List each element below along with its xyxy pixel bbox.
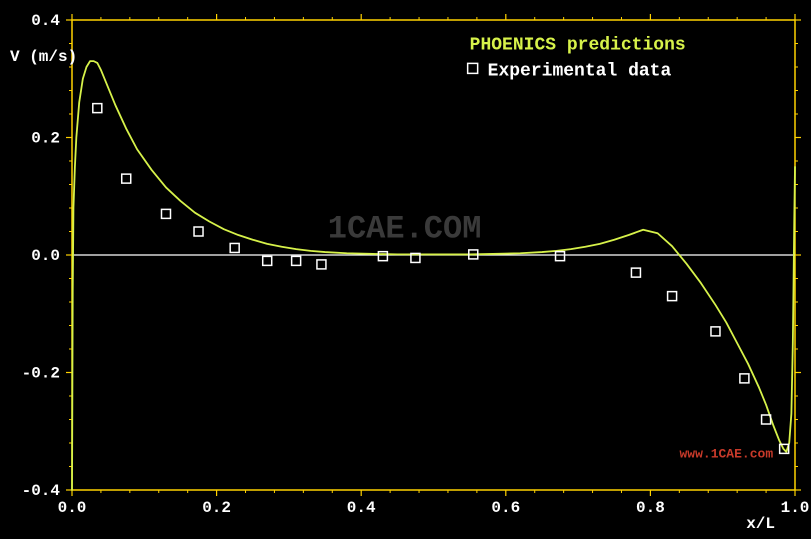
y-tick-label: -0.2 xyxy=(22,365,60,383)
y-tick-label: 0.0 xyxy=(31,247,60,265)
x-tick-label: 1.0 xyxy=(781,499,810,517)
watermark-url: www.1CAE.com xyxy=(680,447,774,462)
x-tick-label: 0.2 xyxy=(202,499,231,517)
x-axis-label: x/L xyxy=(746,515,775,533)
watermark-text: 1CAE.COM xyxy=(328,210,482,247)
y-axis-label: V (m/s) xyxy=(10,48,77,66)
x-tick-label: 0.6 xyxy=(491,499,520,517)
y-tick-label: -0.4 xyxy=(22,482,61,500)
chart-container: 1CAE.COM 0.0 0.2 0.4 0.6 0.8 1.0 x/L -0.4 -0.2 0.0… xyxy=(0,0,811,539)
legend-line-label: PHOENICS predictions xyxy=(470,35,686,55)
legend-marker-label: Experimental data xyxy=(488,61,672,81)
x-tick-label: 0.0 xyxy=(58,499,87,517)
x-tick-label: 0.4 xyxy=(347,499,376,517)
x-tick-label: 0.8 xyxy=(636,499,665,517)
y-tick-label: 0.2 xyxy=(31,130,60,148)
y-tick-label: 0.4 xyxy=(31,12,60,30)
line-chart: 1CAE.COM 0.0 0.2 0.4 0.6 0.8 1.0 x/L -0.4 -0.2 0.0… xyxy=(0,0,811,539)
